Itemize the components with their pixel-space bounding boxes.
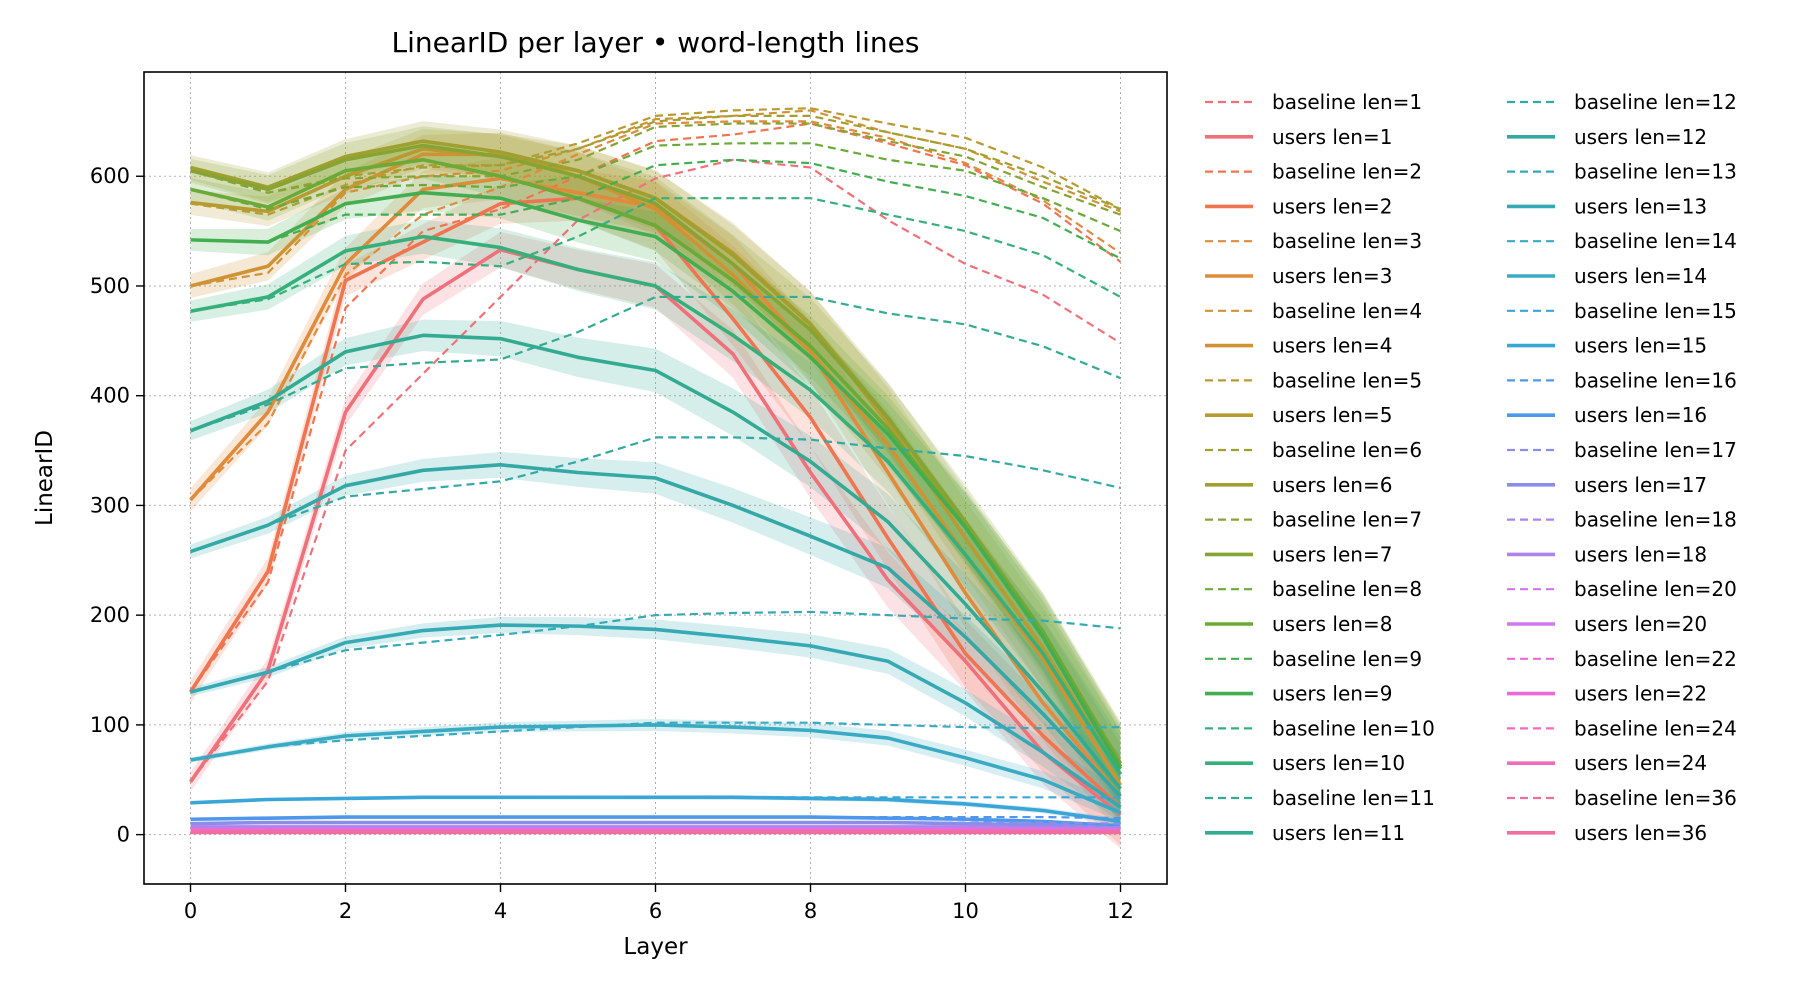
legend-label: baseline len=5	[1272, 368, 1422, 392]
series-line-baseline-len-8	[190, 142, 1121, 233]
y-tick-label: 0	[117, 823, 130, 847]
x-tick-label: 12	[1107, 899, 1134, 923]
y-tick-label: 300	[90, 493, 130, 517]
legend-label: baseline len=18	[1574, 508, 1737, 532]
legend-label: baseline len=17	[1574, 438, 1737, 462]
chart-title: LinearID per layer • word-length lines	[392, 26, 920, 59]
series-line-baseline-len-4	[190, 109, 1121, 288]
x-tick-label: 8	[804, 899, 817, 923]
x-tick-label: 4	[494, 899, 507, 923]
series-line-users-len-9	[190, 190, 1123, 770]
legend-label: users len=18	[1574, 542, 1707, 566]
legend-label: users len=12	[1574, 125, 1707, 149]
legend-label: users len=14	[1574, 264, 1707, 288]
y-tick-label: 200	[90, 603, 130, 627]
x-tick-label: 10	[952, 899, 979, 923]
legend-label: baseline len=13	[1574, 160, 1737, 184]
legend-label: users len=15	[1574, 334, 1707, 358]
legend-label: users len=1	[1272, 125, 1392, 149]
legend-label: baseline len=16	[1574, 368, 1737, 392]
legend-label: users len=6	[1272, 473, 1392, 497]
series-line-users-len-7	[190, 143, 1123, 765]
legend-label: baseline len=10	[1272, 716, 1435, 740]
tick-layer: 0 2 4 6 8 10 12 0 100 200 300 400 500 600	[90, 164, 1134, 923]
band-users-len-7	[190, 126, 1121, 805]
series-line-users-len-14	[190, 723, 1122, 815]
legend-label: users len=2	[1272, 194, 1392, 218]
series-line-users-len-15	[190, 795, 1121, 824]
legend: baseline len=1 users len=1 baseline len=2 u…	[1205, 90, 1737, 845]
series-line-users-len-10	[190, 234, 1123, 776]
legend-label: baseline len=14	[1574, 229, 1737, 253]
series-line-users-len-12	[189, 463, 1122, 798]
x-axis-label: Layer	[623, 934, 688, 960]
y-tick-label: 600	[90, 164, 130, 188]
series-line-baseline-len-3	[189, 120, 1122, 501]
x-tick-label: 0	[184, 899, 197, 923]
legend-label: baseline len=1	[1272, 90, 1422, 114]
legend-label: users len=3	[1272, 264, 1392, 288]
legend-label: users len=4	[1272, 334, 1392, 358]
legend-label: users len=16	[1574, 403, 1707, 427]
y-axis-label: LinearID	[32, 430, 58, 526]
series-line-baseline-len-10	[190, 197, 1122, 313]
legend-label: baseline len=4	[1272, 299, 1422, 323]
series-line-users-len-17	[190, 820, 1121, 830]
legend-label: baseline len=22	[1574, 647, 1737, 671]
series-line-users-len-18	[190, 825, 1121, 831]
band-users-len-13	[190, 616, 1121, 823]
legend-label: users len=20	[1574, 612, 1707, 636]
legend-label: users len=17	[1574, 473, 1707, 497]
x-tick-label: 6	[649, 899, 662, 923]
legend-label: users len=8	[1272, 612, 1392, 636]
legend-label: baseline len=15	[1574, 299, 1737, 323]
series-line-baseline-len-7	[190, 122, 1121, 216]
series-line-baseline-len-14	[190, 721, 1121, 762]
legend-label: users len=10	[1272, 751, 1405, 775]
series-line-users-len-11	[189, 333, 1122, 790]
series-line-baseline-len-9	[190, 158, 1122, 260]
legend-label: baseline len=11	[1272, 786, 1435, 810]
legend-label: users len=9	[1272, 682, 1392, 706]
series-line-users-len-13	[190, 623, 1122, 809]
legend-label: baseline len=3	[1272, 229, 1422, 253]
legend-label: users len=13	[1574, 194, 1707, 218]
y-tick-label: 100	[90, 713, 130, 737]
series-line-baseline-len-13	[190, 610, 1121, 694]
series-line-baseline-len-12	[190, 436, 1121, 553]
legend-label: baseline len=24	[1574, 716, 1737, 740]
x-tick-label: 2	[339, 899, 352, 923]
series-line-baseline-len-2	[189, 122, 1122, 693]
y-tick-label: 500	[90, 274, 130, 298]
legend-label: users len=24	[1574, 751, 1707, 775]
band-users-len-14	[190, 718, 1121, 822]
legend-label: baseline len=12	[1574, 90, 1737, 114]
legend-label: baseline len=6	[1272, 438, 1422, 462]
legend-label: baseline len=20	[1574, 577, 1737, 601]
band-users-len-5	[190, 128, 1121, 818]
legend-label: baseline len=2	[1272, 160, 1422, 184]
legend-label: baseline len=7	[1272, 508, 1422, 532]
legend-label: users len=7	[1272, 542, 1392, 566]
line-layer	[188, 107, 1123, 835]
legend-label: users len=22	[1574, 682, 1707, 706]
y-tick-label: 400	[90, 384, 130, 408]
legend-label: baseline len=8	[1272, 577, 1422, 601]
legend-label: baseline len=36	[1574, 786, 1737, 810]
legend-label: users len=5	[1272, 403, 1392, 427]
legend-label: users len=36	[1574, 821, 1707, 845]
series-line-baseline-len-6	[190, 114, 1121, 211]
legend-label: users len=11	[1272, 821, 1405, 845]
series-line-baseline-len-5	[190, 107, 1122, 216]
series-line-baseline-len-1	[189, 158, 1122, 783]
series-line-users-len-16	[190, 815, 1121, 828]
legend-label: baseline len=9	[1272, 647, 1422, 671]
